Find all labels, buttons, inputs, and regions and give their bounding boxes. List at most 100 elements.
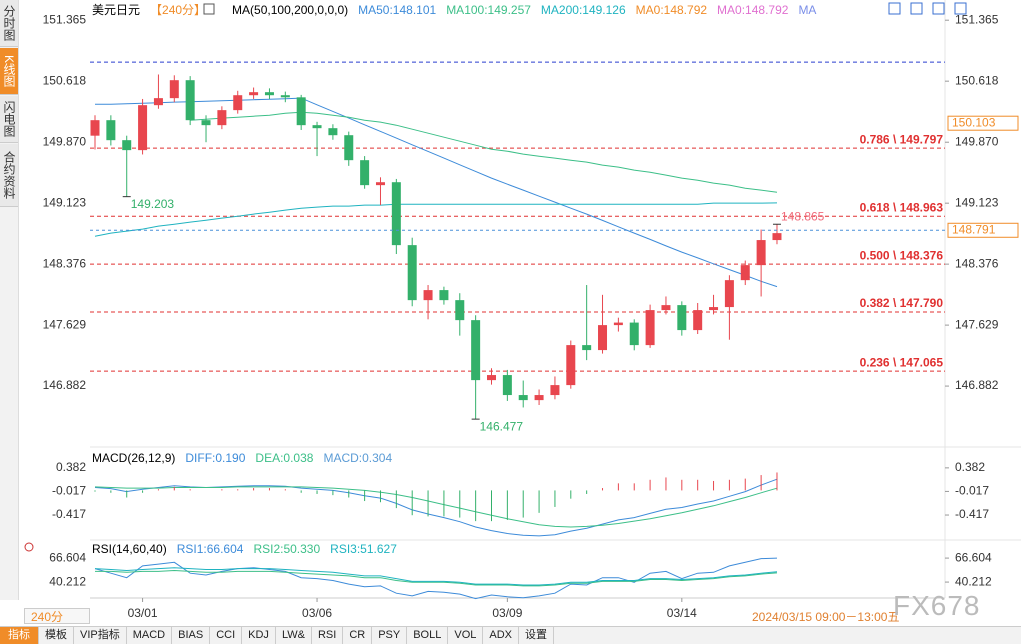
- toolbar-item[interactable]: PSY: [372, 627, 408, 644]
- legend-entry: MA200:149.126: [540, 3, 626, 17]
- candle-body: [439, 290, 449, 301]
- toolbar-item[interactable]: RSI: [312, 627, 344, 644]
- candle-body: [756, 240, 766, 266]
- toolbar-item[interactable]: KDJ: [242, 627, 276, 644]
- legend-entry: MA100:149.257: [446, 3, 531, 17]
- toolbar-item[interactable]: 指标: [0, 627, 39, 644]
- toolbar-item[interactable]: 设置: [519, 627, 554, 644]
- candle-body: [312, 125, 322, 129]
- toolbar-item[interactable]: BIAS: [172, 627, 211, 644]
- candle-body: [724, 280, 734, 308]
- candle-body: [693, 310, 703, 331]
- candle-body: [582, 345, 592, 351]
- y-tick-label: 149.870: [43, 134, 87, 148]
- toolbar-item[interactable]: VOL: [448, 627, 484, 644]
- icon[interactable]: [954, 2, 967, 15]
- candle-body: [645, 310, 655, 346]
- y-tick-label: 150.618: [43, 73, 87, 87]
- series-line: [94, 557, 778, 600]
- x-tick-label: 03/01: [128, 606, 158, 620]
- candle-body: [550, 385, 560, 396]
- y-tick-label: 149.123: [43, 195, 87, 209]
- candle-body: [471, 320, 481, 381]
- legend-entry: RSI1:66.604: [176, 542, 244, 556]
- candle-body: [455, 300, 465, 321]
- candle-body: [740, 265, 750, 281]
- indicator: MACD(26,12,9): [92, 451, 176, 465]
- sidebar-tab[interactable]: 分时图: [0, 0, 18, 47]
- price-marker: 148.791: [952, 222, 996, 236]
- fib-label: 0.500 \ 148.376: [860, 248, 944, 262]
- y-tick-label: 66.604: [955, 550, 992, 564]
- price-marker: 150.103: [952, 115, 996, 129]
- window-icons: [888, 2, 967, 15]
- legend: 美元日元 【240分】 MA(50,100,200,0,0,0) MA50:14…: [92, 2, 816, 18]
- toolbar-item[interactable]: ADX: [483, 627, 519, 644]
- series-line: [94, 202, 778, 237]
- candle-body: [772, 233, 782, 241]
- y-tick-label: 0.382: [955, 460, 985, 474]
- timestamp: 2024/03/15 09:00－13:00五: [752, 610, 900, 624]
- y-tick-label: 40.212: [955, 574, 992, 588]
- legend-entry: MA0:148.792: [717, 3, 789, 17]
- candle-body: [566, 345, 576, 386]
- y-tick-label: -0.417: [52, 507, 86, 521]
- y-tick-label: -0.017: [52, 484, 86, 498]
- legend-icon[interactable]: [203, 3, 215, 15]
- y-tick-label: 147.629: [43, 317, 87, 331]
- y-tick-label: 146.882: [955, 378, 999, 392]
- candle-body: [629, 322, 639, 346]
- candle-body: [598, 325, 608, 351]
- legend-entry: DEA:0.038: [255, 451, 314, 465]
- candle-body: [360, 160, 370, 186]
- candle-body: [423, 290, 433, 301]
- toolbar-item[interactable]: VIP指标: [74, 627, 127, 644]
- icon[interactable]: [888, 2, 901, 15]
- sidebar-tab[interactable]: K线图: [0, 48, 18, 95]
- candle-body: [391, 182, 401, 246]
- toolbar-item[interactable]: CR: [343, 627, 373, 644]
- candle-body: [661, 305, 671, 311]
- candle-body: [502, 375, 512, 396]
- candle-body: [233, 95, 243, 111]
- price-label: 146.477: [480, 419, 524, 433]
- toolbar-item[interactable]: CCI: [210, 627, 243, 644]
- candle-body: [280, 95, 290, 98]
- candle-body: [249, 92, 259, 96]
- candle-body: [153, 98, 163, 106]
- period-select[interactable]: 240分: [24, 608, 90, 624]
- toolbar-item[interactable]: BOLL: [407, 627, 449, 644]
- candle-body: [201, 120, 211, 126]
- series-line: [94, 486, 778, 528]
- icon[interactable]: [932, 2, 945, 15]
- series-line: [95, 569, 778, 587]
- candle-body: [677, 305, 687, 331]
- symbol: 美元日元: [92, 3, 141, 17]
- candle-body: [122, 140, 132, 151]
- legend-entry: MA0:148.792: [635, 3, 708, 17]
- candle-body: [328, 128, 338, 136]
- y-tick-label: 151.365: [43, 12, 87, 26]
- legend-entry: RSI3:51.627: [330, 542, 397, 556]
- series-line: [190, 111, 778, 193]
- series-line: [94, 567, 778, 586]
- sidebar-tab[interactable]: 闪电图: [0, 96, 18, 143]
- sidebar-tab[interactable]: 合约资料: [0, 144, 18, 207]
- fib-label: 0.382 \ 147.790: [860, 296, 944, 310]
- icon[interactable]: [910, 2, 923, 15]
- price-marker-box: [947, 222, 1019, 238]
- candle-body: [169, 80, 179, 99]
- candle-body: [534, 395, 544, 401]
- toolbar-item[interactable]: LW&: [276, 627, 312, 644]
- candle-body: [487, 375, 496, 381]
- price-label: 149.203: [131, 197, 175, 211]
- toolbar-item[interactable]: 模板: [39, 627, 74, 644]
- toolbar-item[interactable]: MACD: [127, 627, 173, 644]
- candle-body: [185, 80, 195, 121]
- settings-icon[interactable]: [24, 542, 34, 552]
- price-marker-box: [947, 115, 1019, 131]
- y-tick-label: 149.123: [955, 195, 999, 209]
- legend-entry: RSI2:50.330: [253, 542, 321, 556]
- x-tick-label: 03/09: [492, 606, 522, 620]
